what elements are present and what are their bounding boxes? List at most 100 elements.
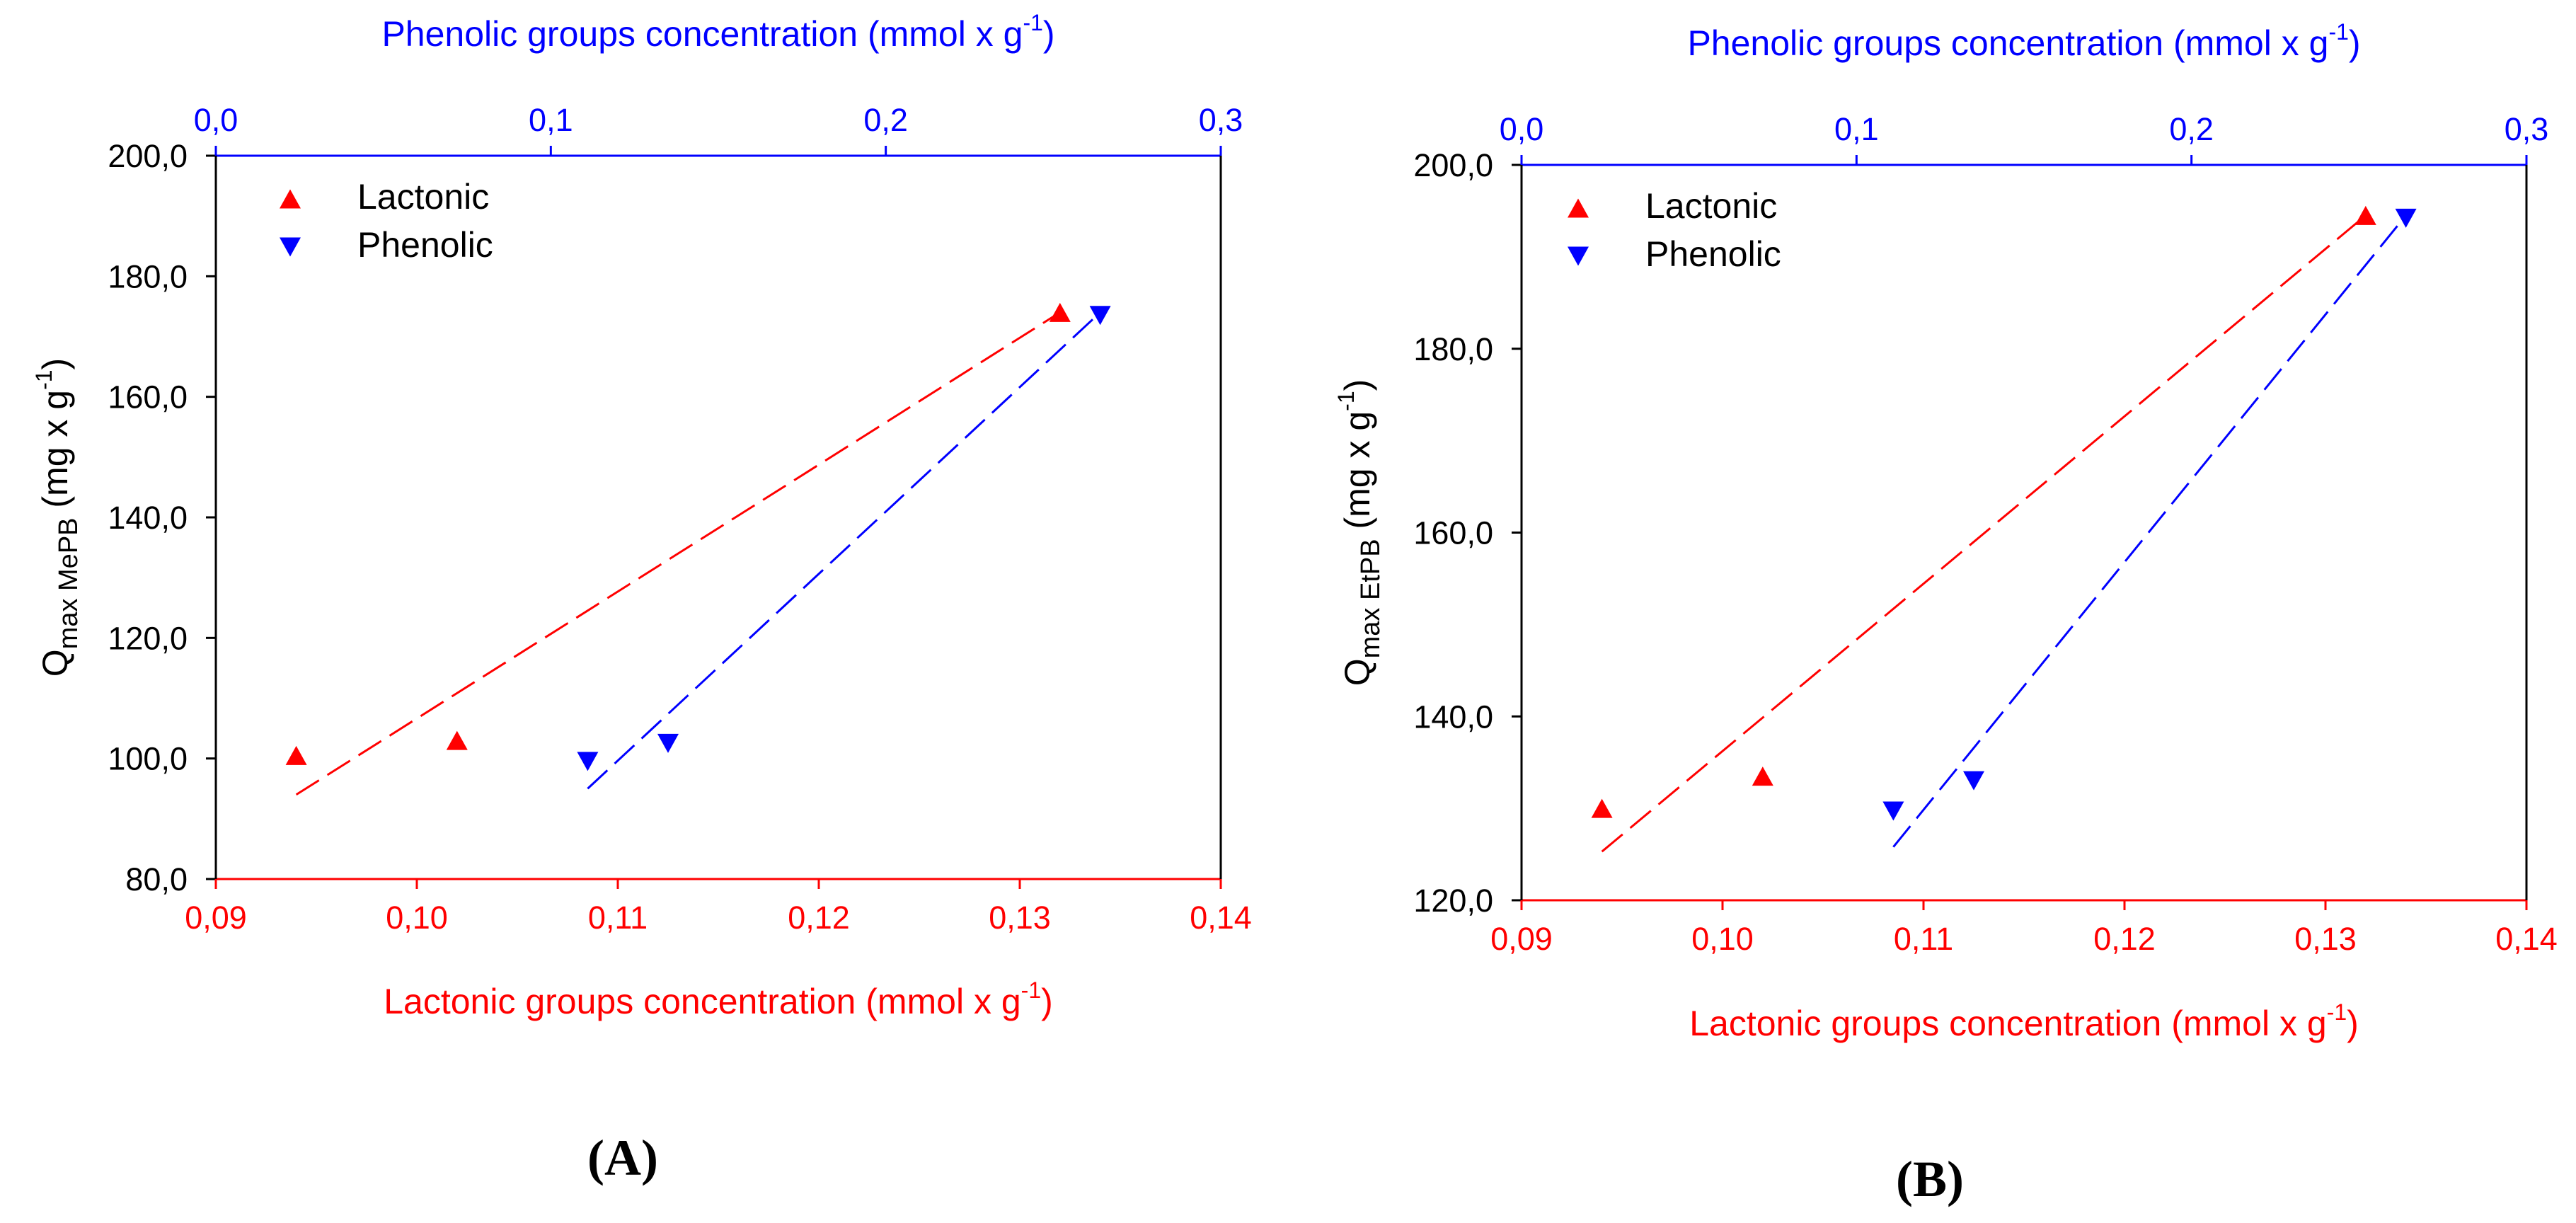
- y-tick-label: 200,0: [1413, 147, 1493, 183]
- data-point-phenolic: [1089, 306, 1111, 326]
- bottom-tick-label: 0,13: [989, 900, 1051, 936]
- top-axis-title: Phenolic groups concentration (mmol x g-…: [1687, 19, 2360, 63]
- top-axis-title-text: Phenolic groups concentration (mmol x g: [1687, 23, 2328, 63]
- panel-label: (A): [587, 1130, 658, 1186]
- fit-line-phenolic: [587, 311, 1101, 790]
- legend-label-lactonic: Lactonic: [357, 177, 489, 217]
- y-axis-title-sub: max MePB: [54, 517, 84, 649]
- panel-label-close: ): [1947, 1151, 1964, 1207]
- panel-label-letter: B: [1913, 1151, 1947, 1207]
- top-axis-title-close: ): [1043, 14, 1055, 54]
- top-tick-label: 0,1: [1834, 111, 1879, 147]
- y-axis-title-rest: (mg x g: [35, 390, 75, 518]
- bottom-axis-title: Lactonic groups concentration (mmol x g-…: [1689, 999, 2359, 1043]
- fit-line-lactonic: [1601, 214, 2367, 853]
- y-axis-title-sup: -1: [1333, 391, 1359, 410]
- bottom-tick-label: 0,12: [788, 900, 850, 936]
- legend-label-phenolic: Phenolic: [1645, 234, 1781, 274]
- top-axis-title-sup: -1: [1023, 10, 1042, 35]
- y-axis-title-main: Q: [1338, 658, 1377, 686]
- bottom-tick-label: 0,09: [185, 900, 247, 936]
- data-point-phenolic: [577, 752, 599, 771]
- legend-marker-phenolic: [1568, 246, 1589, 266]
- legend-marker-lactonic: [1568, 198, 1589, 218]
- y-tick-label: 80,0: [125, 861, 188, 897]
- top-axis-title-text: Phenolic groups concentration (mmol x g: [381, 14, 1023, 54]
- bottom-axis-title-text: Lactonic groups concentration (mmol x g: [1689, 1004, 2326, 1043]
- y-tick-label: 120,0: [1413, 883, 1493, 919]
- panel-label-open: (: [1896, 1151, 1913, 1207]
- bottom-tick-label: 0,14: [1190, 900, 1252, 936]
- data-point-phenolic: [1963, 771, 1984, 791]
- legend-label-phenolic: Phenolic: [357, 225, 493, 265]
- y-tick-label: 160,0: [108, 379, 188, 415]
- y-tick-label: 120,0: [108, 620, 188, 656]
- bottom-axis-title-close: ): [2347, 1004, 2359, 1043]
- top-tick-label: 0,0: [194, 102, 238, 138]
- data-point-lactonic: [2354, 205, 2376, 225]
- legend: Lactonic Phenolic: [1568, 186, 1781, 274]
- top-axis-title: Phenolic groups concentration (mmol x g-…: [381, 10, 1054, 54]
- data-point-phenolic: [2395, 208, 2417, 228]
- bottom-tick-label: 0,12: [2093, 921, 2156, 957]
- top-tick-label: 0,2: [863, 102, 908, 138]
- y-axis-title-main: Q: [35, 649, 75, 677]
- data-point-lactonic: [446, 730, 468, 750]
- top-axis-title-close: ): [2349, 23, 2361, 63]
- top-tick-label: 0,3: [2505, 111, 2549, 147]
- data-point-lactonic: [1591, 798, 1613, 818]
- legend-label-lactonic: Lactonic: [1645, 186, 1777, 226]
- y-tick-label: 180,0: [108, 258, 188, 294]
- top-tick-label: 0,1: [529, 102, 573, 138]
- y-tick-label: 160,0: [1413, 515, 1493, 551]
- y-tick-label: 100,0: [108, 741, 188, 777]
- bottom-axis-title-sup: -1: [1021, 977, 1041, 1003]
- panel-label-close: ): [641, 1130, 658, 1186]
- data-point-lactonic: [1049, 302, 1071, 322]
- bottom-tick-label: 0,09: [1490, 921, 1553, 957]
- fit-line-phenolic: [1892, 214, 2407, 848]
- legend: Lactonic Phenolic: [280, 177, 493, 265]
- data-point-phenolic: [1882, 801, 1904, 821]
- data-point-phenolic: [657, 733, 679, 753]
- y-axis-title-rest: (mg x g: [1338, 411, 1377, 539]
- y-axis-title-close: ): [1338, 379, 1377, 391]
- panel-a: 80,0 100,0 120,0 140,0 160,0 180,0 200,0 0,09 0,…: [31, 10, 1252, 1186]
- bottom-tick-label: 0,11: [588, 900, 648, 936]
- top-tick-label: 0,3: [1199, 102, 1243, 138]
- panel-b: 120,0 140,0 160,0 180,0 200,0 0,09 0,10 0,11 0,1…: [1333, 19, 2558, 1207]
- bottom-axis-title-close: ): [1041, 982, 1053, 1021]
- bottom-tick-label: 0,13: [2294, 921, 2357, 957]
- series-phenolic: [577, 306, 1111, 790]
- fit-line-lactonic: [295, 311, 1061, 796]
- legend-marker-lactonic: [280, 189, 301, 209]
- y-tick-label: 200,0: [108, 138, 188, 174]
- panel-label-open: (: [587, 1130, 604, 1186]
- bottom-tick-label: 0,10: [386, 900, 448, 936]
- top-axis-title-sup: -1: [2328, 19, 2348, 45]
- bottom-axis-title-text: Lactonic groups concentration (mmol x g: [384, 982, 1020, 1021]
- bottom-tick-label: 0,10: [1691, 921, 1754, 957]
- y-axis-title-sup: -1: [31, 369, 57, 389]
- bottom-axis-title-sup: -1: [2327, 999, 2347, 1025]
- panel-label: (B): [1896, 1151, 1964, 1207]
- legend-marker-phenolic: [280, 237, 301, 257]
- y-tick-label: 140,0: [1413, 699, 1493, 735]
- bottom-tick-label: 0,11: [1894, 921, 1953, 957]
- panel-label-letter: A: [604, 1130, 641, 1186]
- bottom-tick-label: 0,14: [2495, 921, 2558, 957]
- y-axis-title: Qmax MePB (mg x g-1): [31, 358, 84, 677]
- y-tick-label: 180,0: [1413, 331, 1493, 367]
- data-point-lactonic: [1752, 766, 1773, 786]
- top-tick-label: 0,0: [1500, 111, 1544, 147]
- series-phenolic: [1882, 208, 2417, 848]
- y-axis-title-close: ): [35, 358, 75, 370]
- data-point-lactonic: [285, 745, 307, 765]
- bottom-axis-title: Lactonic groups concentration (mmol x g-…: [384, 977, 1053, 1021]
- series-lactonic: [285, 302, 1071, 796]
- y-axis-title: Qmax EtPB (mg x g-1): [1333, 379, 1386, 687]
- y-axis-title-sub: max EtPB: [1356, 539, 1386, 658]
- top-tick-label: 0,2: [2169, 111, 2214, 147]
